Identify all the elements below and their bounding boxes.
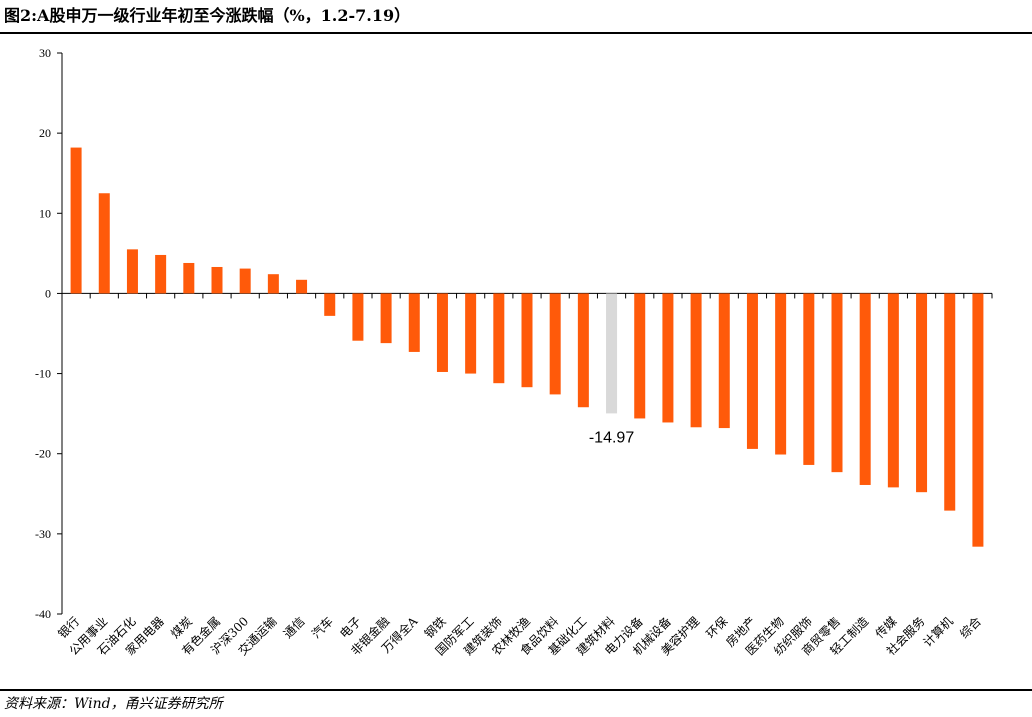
y-tick-label: -30	[35, 527, 51, 541]
y-tick-label: 10	[39, 206, 51, 220]
bar-商贸零售	[831, 293, 843, 473]
data-label: -14.97	[589, 429, 634, 446]
y-axis: 30 20 10 0 -10 -20 -30 -40	[35, 46, 63, 621]
category-label: 通信	[281, 614, 308, 641]
bar-汽车	[324, 293, 336, 316]
y-tick-label: -10	[35, 367, 51, 381]
bar-万得全A	[408, 293, 420, 352]
bar-机械设备	[662, 293, 674, 423]
bar-环保	[718, 293, 730, 429]
bar-轻工制造	[859, 293, 871, 485]
bar-公用事业	[98, 193, 110, 294]
bar-通信	[296, 279, 308, 294]
bar-国防军工	[465, 293, 477, 374]
bar-煤炭	[183, 262, 195, 294]
title-divider	[0, 32, 1032, 34]
bar-社会服务	[916, 293, 928, 493]
bar-计算机	[944, 293, 956, 511]
bar-美容护理	[690, 293, 702, 428]
bar-基础化工	[577, 293, 589, 408]
bar-房地产	[746, 293, 758, 449]
bar-建筑装饰	[493, 293, 505, 384]
bar-钢铁	[436, 293, 448, 372]
page-title: 图2:A股申万一级行业年初至今涨跌幅（%，1.2-7.19）	[4, 6, 411, 25]
bar-有色金属	[211, 266, 223, 294]
data-labels: -14.97	[589, 429, 634, 446]
bar-农林牧渔	[521, 293, 533, 388]
category-label: 汽车	[308, 614, 336, 642]
bar-电力设备	[634, 293, 646, 419]
y-tick-label: -20	[35, 447, 51, 461]
bar-家用电器	[155, 254, 167, 294]
y-tick-label: 0	[45, 286, 51, 300]
y-tick-label: 30	[39, 46, 51, 60]
source-note: 资料来源：Wind，甬兴证券研究所	[4, 696, 223, 712]
y-tick-label: -40	[35, 607, 51, 621]
bar-交通运输	[267, 274, 279, 294]
category-label: 综合	[956, 614, 984, 642]
footer-divider	[0, 689, 1032, 691]
bar-沪深300	[239, 268, 251, 294]
bar-非银金融	[380, 293, 392, 344]
bars	[70, 147, 984, 547]
bar-石油石化	[126, 249, 138, 294]
bar-医药生物	[775, 293, 787, 455]
bar-建筑材料	[606, 293, 618, 414]
y-tick-label: 20	[39, 126, 51, 140]
bar-纺织服饰	[803, 293, 815, 465]
bar-传媒	[887, 293, 899, 488]
bar-电子	[352, 293, 364, 341]
bar-银行	[70, 147, 82, 294]
bar-综合	[972, 293, 984, 547]
category-label: 计算机	[920, 614, 956, 650]
bar-食品饮料	[549, 293, 561, 395]
